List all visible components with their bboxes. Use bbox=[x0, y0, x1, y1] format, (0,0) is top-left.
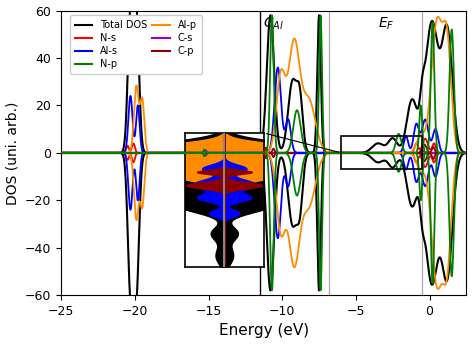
Text: $E_F$: $E_F$ bbox=[378, 15, 395, 32]
Y-axis label: DOS (uni. arb.): DOS (uni. arb.) bbox=[6, 101, 19, 205]
Text: $C_{Al}$: $C_{Al}$ bbox=[263, 15, 284, 32]
Legend: Total DOS, N-s, Al-s, N-p, Al-p, C-s, C-p: Total DOS, N-s, Al-s, N-p, Al-p, C-s, C-… bbox=[70, 15, 202, 74]
Bar bbox=[341, 136, 422, 170]
X-axis label: Energy (eV): Energy (eV) bbox=[219, 323, 309, 338]
